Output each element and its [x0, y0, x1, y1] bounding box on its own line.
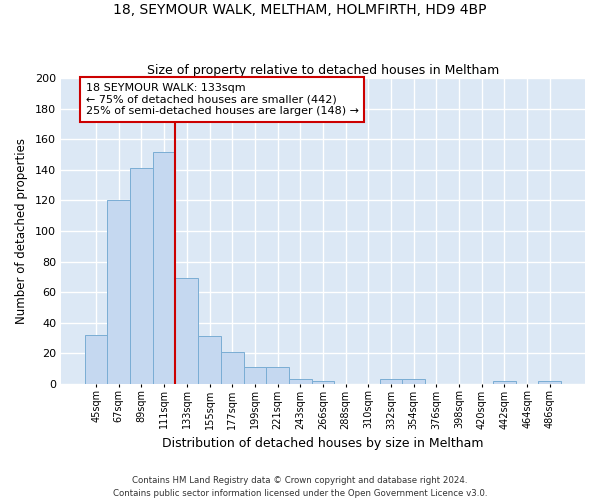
Bar — [153, 152, 175, 384]
Text: 18 SEYMOUR WALK: 133sqm
← 75% of detached houses are smaller (442)
25% of semi-d: 18 SEYMOUR WALK: 133sqm ← 75% of detache… — [86, 83, 359, 116]
Bar — [130, 168, 153, 384]
Bar — [198, 336, 221, 384]
Bar — [493, 380, 516, 384]
Bar — [289, 379, 311, 384]
X-axis label: Distribution of detached houses by size in Meltham: Distribution of detached houses by size … — [162, 437, 484, 450]
Bar — [221, 352, 244, 384]
Title: Size of property relative to detached houses in Meltham: Size of property relative to detached ho… — [147, 64, 499, 77]
Bar — [244, 367, 266, 384]
Text: Contains HM Land Registry data © Crown copyright and database right 2024.
Contai: Contains HM Land Registry data © Crown c… — [113, 476, 487, 498]
Text: 18, SEYMOUR WALK, MELTHAM, HOLMFIRTH, HD9 4BP: 18, SEYMOUR WALK, MELTHAM, HOLMFIRTH, HD… — [113, 2, 487, 16]
Bar — [107, 200, 130, 384]
Y-axis label: Number of detached properties: Number of detached properties — [15, 138, 28, 324]
Bar — [311, 380, 334, 384]
Bar — [85, 335, 107, 384]
Bar — [538, 380, 561, 384]
Bar — [403, 379, 425, 384]
Bar — [175, 278, 198, 384]
Bar — [266, 367, 289, 384]
Bar — [380, 379, 403, 384]
